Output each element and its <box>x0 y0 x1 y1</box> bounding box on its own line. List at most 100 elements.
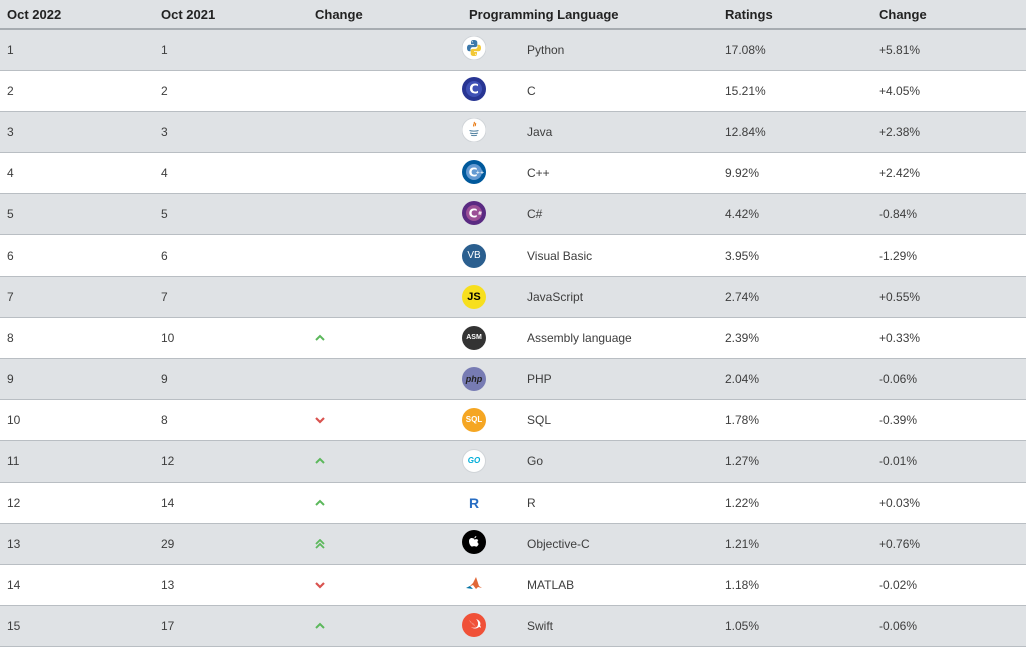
header-oct-2021[interactable]: Oct 2021 <box>154 0 308 30</box>
rank-2022: 13 <box>0 523 154 565</box>
change-indicator <box>308 234 462 277</box>
objective-c-logo-icon <box>462 530 486 557</box>
svg-text:++: ++ <box>476 170 484 176</box>
svg-text:#: # <box>478 211 482 217</box>
rating-value: 15.21% <box>718 70 872 112</box>
rank-2021: 12 <box>154 440 308 483</box>
svg-text:C: C <box>469 165 478 179</box>
header-ratings-change[interactable]: Change <box>872 0 1026 30</box>
rank-2021: 4 <box>154 152 308 195</box>
rank-2021: 7 <box>154 276 308 318</box>
double-arrow-up-icon <box>315 538 462 549</box>
language-logo-cell: GO <box>462 440 520 483</box>
language-logo-cell <box>462 605 520 648</box>
rank-2021: 9 <box>154 358 308 401</box>
swift-logo-icon <box>462 612 486 640</box>
header-ratings[interactable]: Ratings <box>718 0 872 30</box>
rank-2022: 10 <box>0 399 154 442</box>
language-name: Go <box>520 440 718 483</box>
table-row: 10 8 SQL SQL 1.78% -0.39% <box>0 399 1026 442</box>
arrow-down-icon <box>315 416 462 424</box>
rank-2022: 4 <box>0 152 154 195</box>
language-logo-cell: SQL <box>462 399 520 442</box>
logo-label: GO <box>467 456 481 466</box>
logo-label: VB <box>467 249 481 261</box>
rating-change: -0.39% <box>872 399 1026 442</box>
table-row: 3 3 Java 12.84% +2.38% <box>0 111 1026 154</box>
header-programming-language[interactable]: Programming Language <box>462 0 718 30</box>
logo-label: php <box>465 374 483 385</box>
rank-2022: 14 <box>0 564 154 607</box>
table-row: 5 5 C # C# 4.42% -0.84% <box>0 193 1026 236</box>
table-row: 15 17 Swift 1.05% -0.06% <box>0 605 1026 648</box>
rating-value: 17.08% <box>718 29 872 71</box>
rating-value: 3.95% <box>718 234 872 277</box>
table-row: 6 6 VB Visual Basic 3.95% -1.29% <box>0 234 1026 277</box>
rating-change: +2.42% <box>872 152 1026 195</box>
rating-change: +0.55% <box>872 276 1026 318</box>
language-logo-cell: VB <box>462 234 520 277</box>
change-indicator <box>308 276 462 318</box>
rating-value: 2.74% <box>718 276 872 318</box>
language-name: Objective-C <box>520 523 718 565</box>
arrow-up-icon <box>315 622 462 630</box>
language-name: Python <box>520 29 718 71</box>
table-row: 12 14 R R 1.22% +0.03% <box>0 482 1026 524</box>
language-logo-cell <box>461 111 520 154</box>
sql-logo-icon: SQL <box>462 408 486 433</box>
change-indicator <box>308 440 462 483</box>
language-name: PHP <box>520 358 718 401</box>
rank-2022: 6 <box>0 234 154 277</box>
table-row: 14 13 MATLAB 1.18% -0.02% <box>0 564 1026 607</box>
rating-change: +4.05% <box>872 70 1026 112</box>
language-name: R <box>520 482 718 524</box>
rank-2021: 29 <box>154 523 308 565</box>
change-indicator <box>308 152 462 195</box>
language-logo-cell: C ++ <box>462 152 520 195</box>
rating-change: +0.03% <box>872 482 1026 524</box>
change-indicator <box>308 523 462 565</box>
change-indicator <box>308 70 462 112</box>
change-indicator <box>308 193 462 236</box>
rating-change: -0.84% <box>872 193 1026 236</box>
language-logo-cell: R <box>462 482 520 524</box>
table-row: 11 12 GO Go 1.27% -0.01% <box>0 440 1026 483</box>
rank-2022: 7 <box>0 276 154 318</box>
rank-2022: 12 <box>0 482 154 524</box>
rank-2021: 14 <box>154 482 308 524</box>
language-name: Assembly language <box>520 317 718 360</box>
rank-2021: 6 <box>154 234 308 277</box>
assembly-logo-icon: ASM <box>462 325 486 350</box>
svg-text:C: C <box>469 206 478 220</box>
rating-value: 4.42% <box>718 193 872 236</box>
language-name: Java <box>520 111 718 154</box>
rating-value: 1.27% <box>718 440 872 483</box>
language-name: Swift <box>520 605 718 648</box>
rating-value: 1.05% <box>718 605 872 648</box>
table-row: 8 10 ASM Assembly language 2.39% +0.33% <box>0 317 1026 360</box>
language-name: SQL <box>520 399 718 442</box>
change-indicator <box>308 358 462 401</box>
rank-2021: 17 <box>154 605 308 648</box>
rank-2022: 15 <box>0 605 154 648</box>
language-logo-cell <box>461 29 520 71</box>
header-oct-2022[interactable]: Oct 2022 <box>0 0 154 30</box>
header-change[interactable]: Change <box>308 0 462 30</box>
change-indicator <box>308 605 462 648</box>
rating-change: +5.81% <box>872 29 1026 71</box>
table-row: 13 29 Objective-C 1.21% +0.76% <box>0 523 1026 565</box>
logo-label: SQL <box>465 415 483 425</box>
rating-change: -0.06% <box>872 358 1026 401</box>
rating-value: 2.39% <box>718 317 872 360</box>
change-indicator <box>308 317 462 360</box>
rank-2022: 1 <box>0 29 154 71</box>
logo-label: JS <box>467 290 481 303</box>
language-name: Visual Basic <box>520 234 718 277</box>
rank-2022: 8 <box>0 317 154 360</box>
table-row: 2 2 C C 15.21% +4.05% <box>0 70 1026 112</box>
rank-2022: 5 <box>0 193 154 236</box>
change-indicator <box>308 482 462 524</box>
rank-2021: 13 <box>154 564 308 607</box>
rating-value: 1.21% <box>718 523 872 565</box>
